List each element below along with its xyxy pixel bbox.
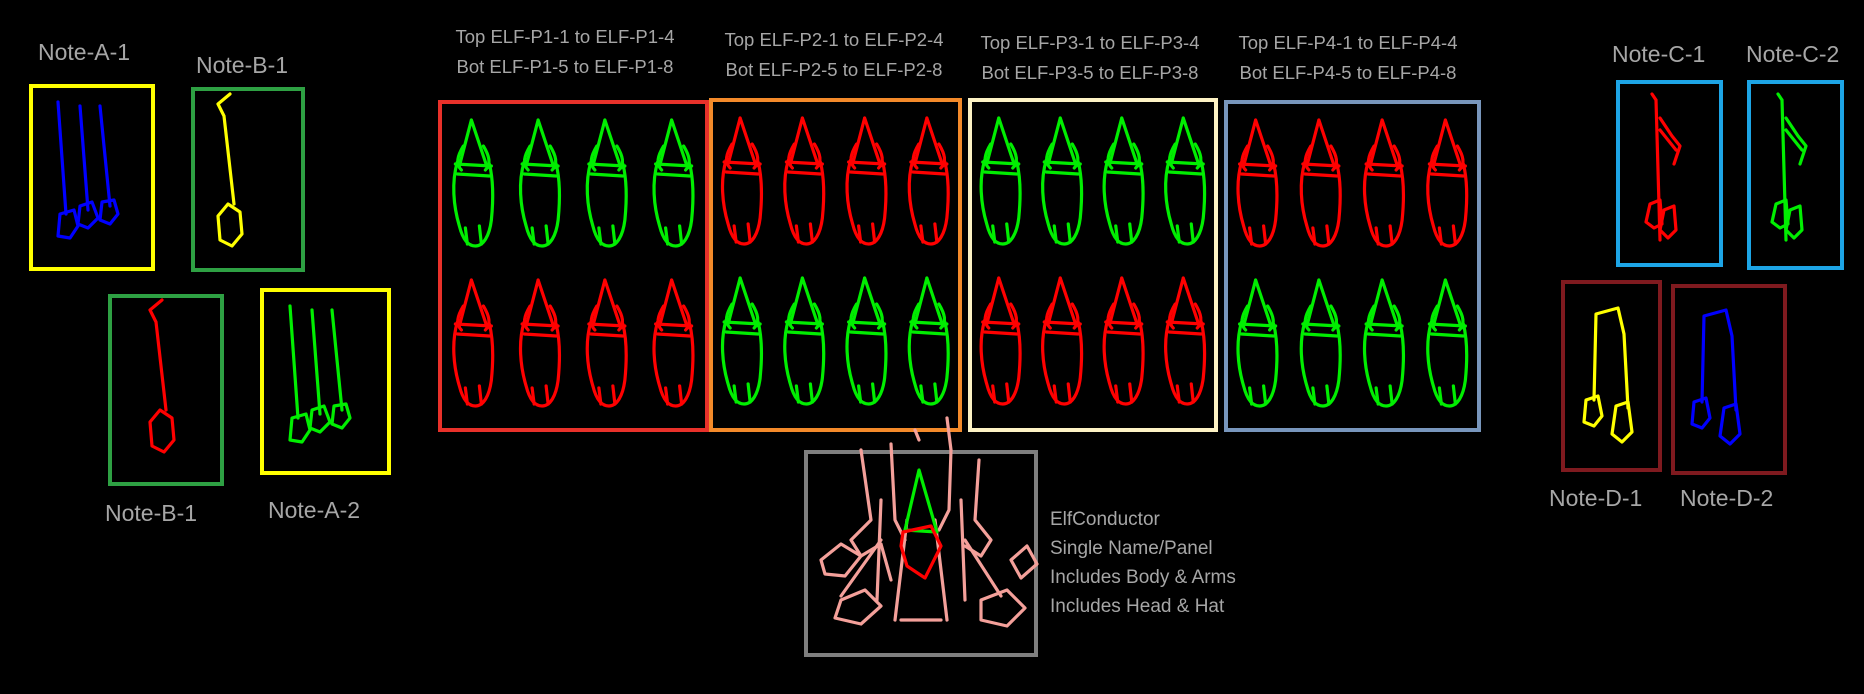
elf-figure-icon bbox=[1164, 116, 1207, 246]
note-d2-frame bbox=[1671, 284, 1787, 475]
panel-2-header: Top ELF-P2-1 to ELF-P2-4 Bot ELF-P2-5 to… bbox=[694, 25, 974, 85]
panel-1-frame bbox=[438, 100, 709, 432]
elf-figure-icon bbox=[1236, 118, 1279, 248]
eighth-note-icon bbox=[1644, 92, 1682, 242]
panel-3-frame bbox=[968, 98, 1218, 432]
elf-figure-icon bbox=[652, 118, 695, 248]
panel-4-frame bbox=[1224, 100, 1481, 432]
elf-figure-icon bbox=[1236, 278, 1279, 408]
note-c2-frame bbox=[1747, 80, 1844, 270]
elf-figure-icon bbox=[979, 276, 1022, 406]
elf-figure-icon bbox=[783, 116, 826, 246]
beamed-note-icon bbox=[1690, 308, 1742, 446]
elf-figure-icon bbox=[845, 116, 888, 246]
note-label-d1: Note-D-1 bbox=[1549, 485, 1643, 511]
panel-1-header: Top ELF-P1-1 to ELF-P1-4 Bot ELF-P1-5 to… bbox=[425, 22, 705, 82]
panel-2-bottom-range: Bot ELF-P2-5 to ELF-P2-8 bbox=[725, 59, 943, 80]
note-b1-bottom-frame bbox=[108, 294, 224, 486]
elf-figure-icon bbox=[845, 276, 888, 406]
conductor-frame bbox=[804, 450, 1038, 657]
conductor-line-name: Single Name/Panel bbox=[1050, 538, 1213, 559]
conductor-line-head: Includes Head & Hat bbox=[1050, 596, 1225, 617]
beamed-note-icon bbox=[1582, 306, 1634, 444]
elf-figure-icon bbox=[979, 116, 1022, 246]
panel-4-header: Top ELF-P4-1 to ELF-P4-4 Bot ELF-P4-5 to… bbox=[1208, 28, 1488, 88]
panel-3-top-range: Top ELF-P3-1 to ELF-P3-4 bbox=[980, 32, 1200, 53]
elf-figure-icon bbox=[1102, 116, 1145, 246]
elf-figure-icon bbox=[1426, 278, 1469, 408]
elf-figure-icon bbox=[783, 276, 826, 406]
panel-2-top-range: Top ELF-P2-1 to ELF-P2-4 bbox=[724, 29, 944, 50]
elf-figure-icon bbox=[907, 116, 950, 246]
elf-figure-icon bbox=[1362, 118, 1406, 248]
panel-4-top-range: Top ELF-P4-1 to ELF-P4-4 bbox=[1238, 32, 1458, 53]
elf-figure-icon bbox=[585, 278, 628, 408]
elf-figure-icon bbox=[452, 278, 495, 408]
elf-figure-icon bbox=[452, 118, 495, 248]
elf-figure-icon bbox=[518, 278, 562, 408]
elf-conductor-icon bbox=[819, 416, 1039, 628]
elf-figure-icon bbox=[652, 278, 695, 408]
single-note-icon bbox=[148, 298, 176, 454]
elf-figure-icon bbox=[1299, 278, 1342, 408]
panel-3-bottom-range: Bot ELF-P3-5 to ELF-P3-8 bbox=[981, 62, 1199, 83]
conductor-title: ElfConductor bbox=[1050, 509, 1160, 530]
note-label-c1: Note-C-1 bbox=[1612, 41, 1706, 67]
panel-1-top-range: Top ELF-P1-1 to ELF-P1-4 bbox=[455, 26, 675, 47]
note-c1-frame bbox=[1616, 80, 1723, 267]
note-label-b1-bottom: Note-B-1 bbox=[105, 500, 198, 526]
elf-figure-icon bbox=[1362, 278, 1406, 408]
note-a1-frame bbox=[29, 84, 155, 271]
elf-figure-icon bbox=[585, 118, 628, 248]
triple-note-icon bbox=[288, 304, 352, 444]
elf-figure-icon bbox=[1299, 118, 1342, 248]
elf-figure-icon bbox=[907, 276, 950, 406]
single-note-icon bbox=[216, 92, 244, 248]
elf-figure-icon bbox=[720, 276, 764, 406]
note-label-a1: Note-A-1 bbox=[38, 39, 131, 65]
triple-note-icon bbox=[56, 100, 120, 240]
elf-figure-icon bbox=[720, 116, 764, 246]
note-label-a2: Note-A-2 bbox=[268, 497, 361, 523]
elf-figure-icon bbox=[1164, 276, 1207, 406]
note-b1-top-frame bbox=[191, 87, 305, 272]
note-a2-frame bbox=[260, 288, 391, 475]
elf-figure-icon bbox=[518, 118, 562, 248]
panel-2-frame bbox=[709, 98, 962, 432]
note-label-d2: Note-D-2 bbox=[1680, 485, 1774, 511]
elf-figure-icon bbox=[1041, 116, 1084, 246]
eighth-note-icon bbox=[1770, 92, 1808, 242]
conductor-description: ElfConductor Single Name/Panel Includes … bbox=[1050, 505, 1236, 621]
note-label-c2: Note-C-2 bbox=[1746, 41, 1840, 67]
panel-4-bottom-range: Bot ELF-P4-5 to ELF-P4-8 bbox=[1239, 62, 1457, 83]
panel-1-bottom-range: Bot ELF-P1-5 to ELF-P1-8 bbox=[456, 56, 674, 77]
conductor-line-body: Includes Body & Arms bbox=[1050, 567, 1236, 588]
elf-figure-icon bbox=[1102, 276, 1145, 406]
panel-3-header: Top ELF-P3-1 to ELF-P3-4 Bot ELF-P3-5 to… bbox=[950, 28, 1230, 88]
note-d1-frame bbox=[1561, 280, 1662, 472]
elf-figure-icon bbox=[1041, 276, 1084, 406]
note-label-b1-top: Note-B-1 bbox=[196, 52, 289, 78]
elf-figure-icon bbox=[1426, 118, 1469, 248]
